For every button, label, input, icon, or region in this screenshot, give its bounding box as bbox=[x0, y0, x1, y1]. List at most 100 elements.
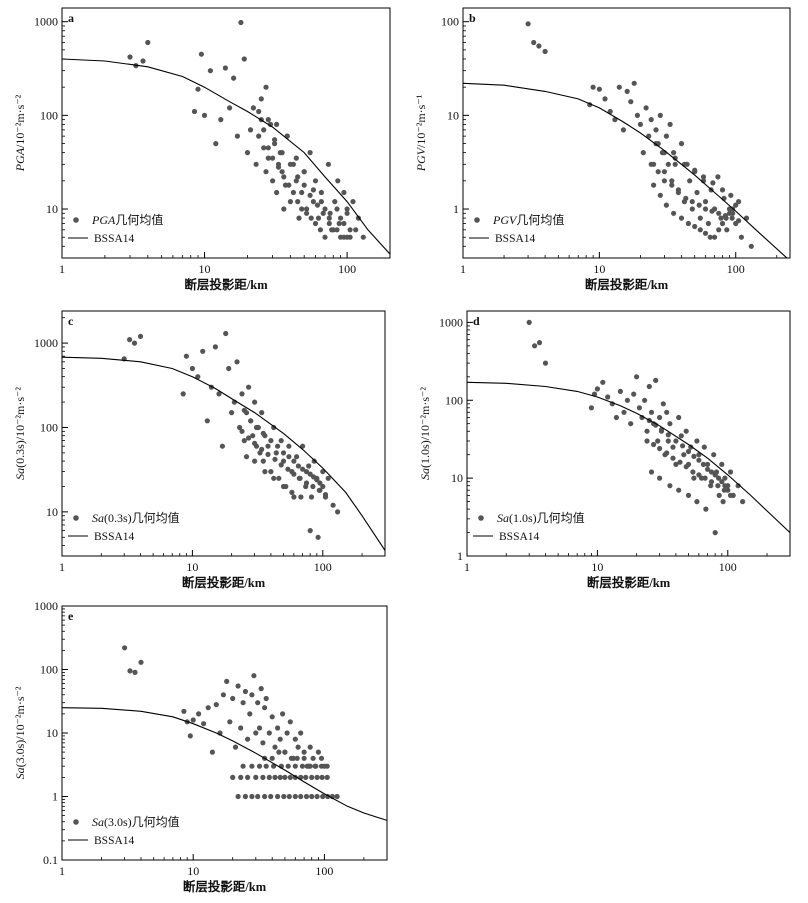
data-point bbox=[249, 793, 255, 800]
data-point bbox=[258, 686, 264, 692]
data-point bbox=[724, 227, 730, 233]
data-point bbox=[651, 441, 657, 448]
data-point bbox=[687, 178, 693, 184]
data-point bbox=[312, 220, 319, 227]
data-point bbox=[288, 755, 294, 761]
legend-points-label-italic: Sa bbox=[92, 815, 104, 829]
data-point bbox=[310, 187, 316, 193]
data-point bbox=[298, 793, 304, 800]
data-point bbox=[710, 180, 716, 186]
data-point bbox=[250, 105, 256, 111]
data-point bbox=[251, 673, 257, 679]
data-point bbox=[696, 472, 702, 478]
data-point bbox=[280, 458, 287, 464]
data-point bbox=[281, 174, 287, 180]
data-point bbox=[678, 433, 684, 439]
data-point bbox=[669, 182, 675, 188]
data-point bbox=[341, 220, 347, 227]
data-point bbox=[282, 774, 288, 781]
y-axis-label-italic: Sa bbox=[418, 468, 432, 480]
data-point bbox=[122, 645, 128, 651]
y-axis-label-rest: /10⁻²m·s⁻¹ bbox=[414, 94, 428, 148]
data-point bbox=[314, 774, 320, 781]
data-point bbox=[683, 464, 689, 470]
data-points bbox=[526, 319, 746, 536]
data-point bbox=[344, 206, 350, 212]
data-point bbox=[250, 433, 256, 439]
data-point bbox=[296, 215, 302, 221]
data-point bbox=[722, 483, 728, 489]
data-point bbox=[132, 669, 138, 676]
data-point bbox=[307, 763, 313, 769]
data-point bbox=[267, 121, 274, 127]
data-point bbox=[201, 721, 207, 727]
data-point bbox=[252, 399, 258, 405]
data-point bbox=[318, 755, 325, 761]
data-point bbox=[258, 96, 264, 102]
data-point bbox=[240, 763, 246, 769]
data-point bbox=[663, 202, 670, 208]
data-point bbox=[680, 443, 686, 449]
data-point bbox=[266, 774, 272, 781]
data-point bbox=[301, 749, 307, 755]
data-point bbox=[239, 391, 245, 397]
data-point bbox=[727, 469, 734, 475]
data-point bbox=[634, 112, 641, 118]
y-tick-label: 10 bbox=[451, 471, 463, 485]
data-point bbox=[287, 774, 293, 781]
data-point bbox=[287, 161, 293, 167]
data-point bbox=[665, 438, 671, 444]
data-point bbox=[299, 206, 305, 212]
y-axis-label-italic: PGV bbox=[414, 146, 428, 172]
bssa14-curve bbox=[62, 707, 387, 821]
x-tick-label: 1 bbox=[59, 560, 65, 574]
data-point bbox=[660, 401, 666, 407]
data-point bbox=[239, 428, 245, 434]
legend-points-label-italic: Sa bbox=[497, 511, 509, 525]
data-point bbox=[262, 705, 268, 711]
data-point bbox=[700, 461, 707, 467]
data-point bbox=[657, 445, 663, 452]
data-point bbox=[234, 359, 240, 365]
data-point bbox=[273, 450, 279, 456]
panel-b: b1 10 100110100断层投影距/kmPGV/10⁻²m·s⁻¹PGV几何均… bbox=[414, 7, 791, 292]
data-point bbox=[675, 189, 682, 196]
data-point bbox=[253, 161, 259, 167]
data-point bbox=[242, 688, 248, 695]
legend-points-label: Sa(1.0s)几何均值 bbox=[497, 510, 585, 525]
data-point bbox=[265, 117, 271, 123]
legend-marker bbox=[73, 515, 79, 521]
data-point bbox=[244, 150, 251, 156]
data-point bbox=[705, 220, 712, 227]
data-point bbox=[594, 386, 601, 392]
data-point bbox=[676, 414, 682, 421]
data-point bbox=[204, 418, 210, 424]
data-point bbox=[322, 206, 328, 212]
data-point bbox=[315, 534, 321, 540]
data-point bbox=[285, 466, 291, 472]
data-point bbox=[590, 84, 596, 90]
x-tick-label: 1 bbox=[464, 560, 470, 574]
data-point bbox=[270, 155, 276, 161]
data-point bbox=[648, 117, 654, 123]
y-tick-label: 1000 bbox=[439, 315, 463, 329]
data-point bbox=[238, 19, 244, 26]
data-point bbox=[740, 499, 746, 505]
data-point bbox=[293, 155, 299, 161]
data-point bbox=[300, 443, 306, 449]
data-point bbox=[334, 206, 340, 212]
data-point bbox=[227, 105, 233, 111]
data-point bbox=[322, 492, 329, 498]
y-axis-label: PGV/10⁻²m·s⁻¹ bbox=[414, 94, 428, 172]
data-point bbox=[213, 702, 219, 708]
data-point bbox=[286, 793, 292, 800]
data-point bbox=[260, 458, 266, 464]
data-point bbox=[216, 391, 222, 397]
data-point bbox=[256, 133, 262, 139]
data-point bbox=[311, 458, 317, 464]
data-points bbox=[121, 330, 341, 540]
data-point bbox=[298, 730, 304, 736]
x-tick-label: 100 bbox=[719, 560, 737, 574]
data-point bbox=[683, 195, 689, 201]
data-point bbox=[265, 443, 271, 449]
